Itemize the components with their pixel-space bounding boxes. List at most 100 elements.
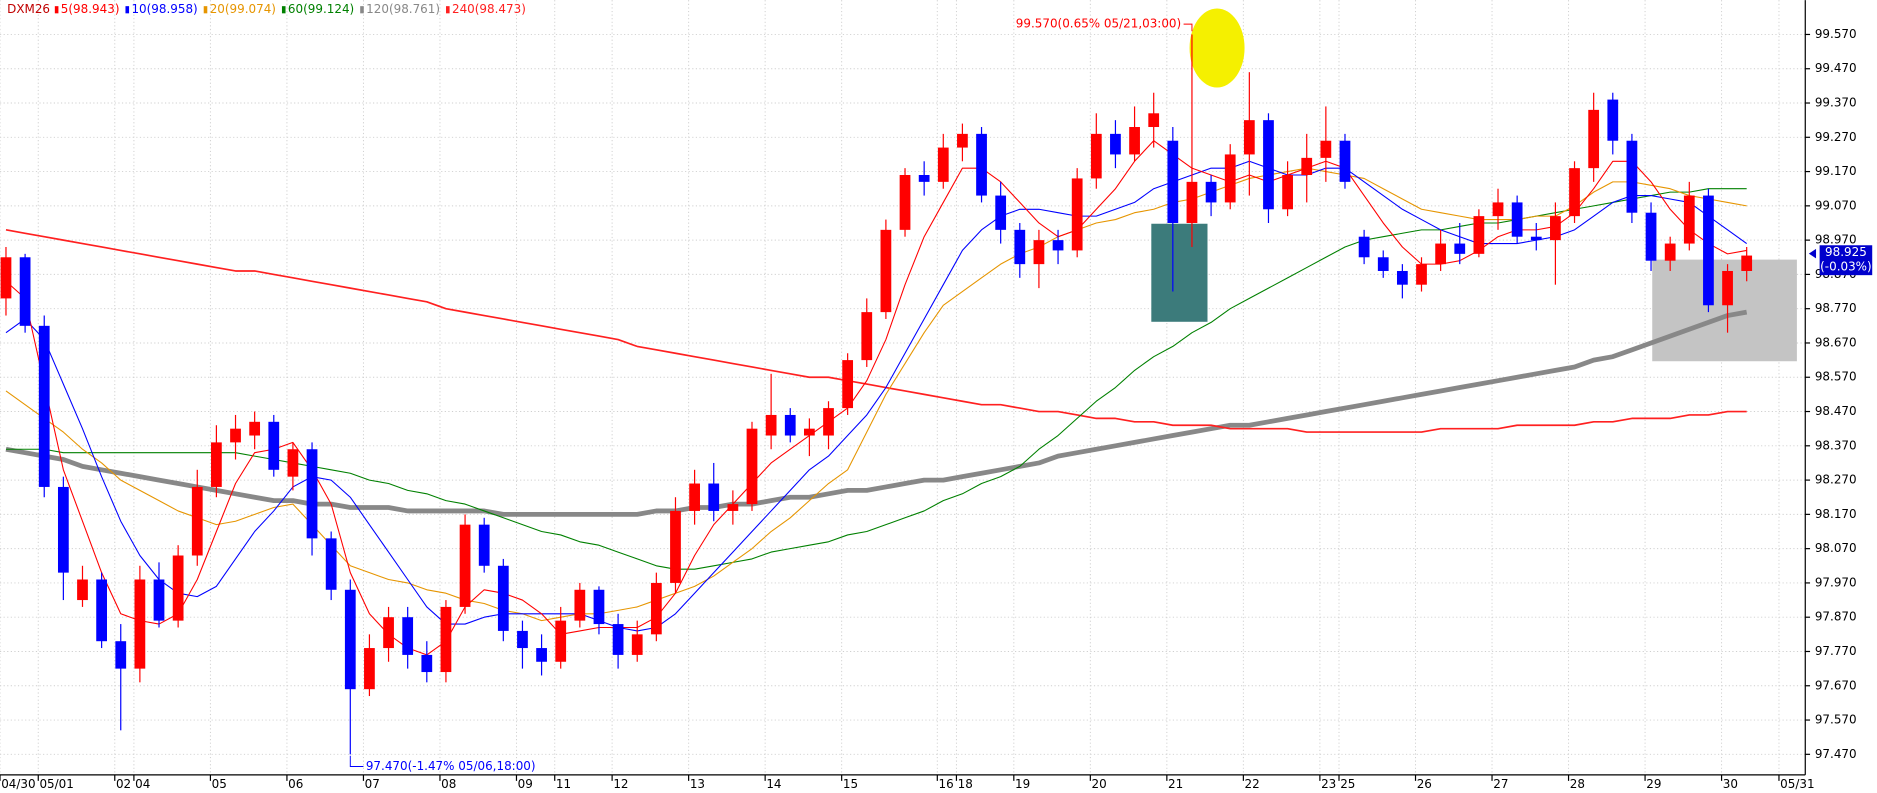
ma-line xyxy=(5,160,1747,632)
annotation: 99.570(0.65% 05/21,03:00) xyxy=(1016,17,1181,31)
candle-body xyxy=(536,648,547,662)
highlights xyxy=(1151,8,1797,362)
ma-line xyxy=(5,229,1747,433)
candle-body xyxy=(1090,133,1102,179)
candle-body xyxy=(115,641,127,669)
y-tick-label: 99.470 xyxy=(1815,61,1857,75)
candle-body xyxy=(804,428,815,436)
candle-body xyxy=(1358,236,1370,258)
x-tick-label: 05/31 xyxy=(1780,777,1814,791)
candle-body xyxy=(1741,255,1753,271)
legend: DXM26 5(98.943) 10(98.958) 20(99.074) 60(99… xyxy=(7,2,526,16)
candle-body xyxy=(574,589,586,621)
candle-body xyxy=(1683,195,1695,244)
y-tick-label: 97.770 xyxy=(1815,644,1857,658)
legend-label: 5(98.943) xyxy=(61,2,120,16)
candle-body xyxy=(1664,243,1676,261)
candle-body xyxy=(344,589,356,690)
ma-line xyxy=(5,309,1748,517)
candle-body xyxy=(1435,243,1447,265)
candle-body xyxy=(1530,236,1542,241)
candle-body xyxy=(440,606,452,673)
candle-body xyxy=(1492,202,1504,217)
x-tick-label: 30 xyxy=(1723,777,1738,791)
candle-body xyxy=(1588,109,1600,169)
candle-body xyxy=(612,624,624,655)
x-tick-label: 22 xyxy=(1245,777,1260,791)
y-tick-label: 99.570 xyxy=(1815,27,1857,41)
candle-body xyxy=(1282,175,1293,210)
candle-body xyxy=(995,195,1007,230)
x-tick-label: 05/01 xyxy=(39,777,73,791)
candle-body xyxy=(1129,127,1140,155)
price-pointer xyxy=(1808,248,1817,259)
candle-body xyxy=(1569,168,1580,217)
x-tick-label: 20 xyxy=(1092,777,1107,791)
candle-body xyxy=(1416,264,1427,285)
candle-body xyxy=(1645,212,1657,261)
legend-label: 120(98.761) xyxy=(366,2,440,16)
candle-body xyxy=(153,579,165,621)
candle-body xyxy=(861,312,873,361)
x-tick-label: 07 xyxy=(365,777,380,791)
candle-body xyxy=(899,175,911,230)
y-tick-label: 97.870 xyxy=(1815,610,1857,624)
candle-body xyxy=(1224,154,1236,203)
candle-body xyxy=(517,630,528,649)
candle-body xyxy=(364,648,375,690)
candle-body xyxy=(631,634,643,655)
candle-body xyxy=(708,483,720,511)
candle-body xyxy=(1377,257,1389,271)
grid xyxy=(0,0,1806,775)
x-tick-label: 06 xyxy=(288,777,303,791)
candle-body xyxy=(1722,270,1733,306)
x-tick-label: 12 xyxy=(613,777,628,791)
ma-line xyxy=(5,140,1747,656)
y-tick-label: 99.270 xyxy=(1815,130,1857,144)
candle-body xyxy=(211,442,222,487)
legend-label: 240(98.473) xyxy=(452,2,526,16)
candle-body xyxy=(976,133,987,196)
candle-body xyxy=(1454,243,1466,254)
candle-body xyxy=(459,524,471,607)
y-tick-label: 99.370 xyxy=(1815,96,1857,110)
candle-body xyxy=(1301,157,1313,176)
last-price: 98.925 xyxy=(1825,245,1867,259)
x-tick-label: 27 xyxy=(1493,777,1508,791)
legend-label: 60(99.124) xyxy=(288,2,354,16)
candle-body xyxy=(784,414,796,436)
annotation-arrow xyxy=(349,755,364,767)
x-tick-label: 18 xyxy=(958,777,973,791)
highlight-box xyxy=(1151,223,1208,322)
candle-body xyxy=(383,617,394,649)
x-tick-label: 05 xyxy=(212,777,227,791)
y-tick-label: 98.370 xyxy=(1815,438,1857,452)
axes: 97.470 97.570 97.670 97.770 97.870 97.970 98.0… xyxy=(0,27,1857,791)
candle-body xyxy=(746,428,758,505)
candle-body xyxy=(880,229,892,313)
candle-body xyxy=(1186,181,1198,223)
candle-body xyxy=(555,620,567,662)
y-tick-label: 98.070 xyxy=(1815,541,1857,555)
candle-body xyxy=(1263,120,1274,210)
y-tick-label: 98.470 xyxy=(1815,404,1857,418)
legend-marker xyxy=(446,6,450,14)
legend-marker xyxy=(360,6,364,14)
y-tick-label: 97.970 xyxy=(1815,575,1857,589)
x-tick-label: 28 xyxy=(1570,777,1585,791)
candle-body xyxy=(1052,240,1064,251)
legend-marker xyxy=(281,6,286,14)
last-change: (-0.03%) xyxy=(1820,259,1872,273)
candle-body xyxy=(1167,140,1179,223)
candle-body xyxy=(1607,99,1619,141)
y-tick-label: 99.170 xyxy=(1815,164,1857,178)
y-tick-label: 97.570 xyxy=(1815,713,1857,727)
x-tick-label: 16 xyxy=(939,777,954,791)
x-tick-label: 09 xyxy=(518,777,533,791)
x-tick-label: 04 xyxy=(135,777,150,791)
x-tick-label: 19 xyxy=(1015,777,1030,791)
candle-body xyxy=(1511,202,1523,237)
candle-body xyxy=(937,147,949,182)
candle-body xyxy=(650,582,662,635)
